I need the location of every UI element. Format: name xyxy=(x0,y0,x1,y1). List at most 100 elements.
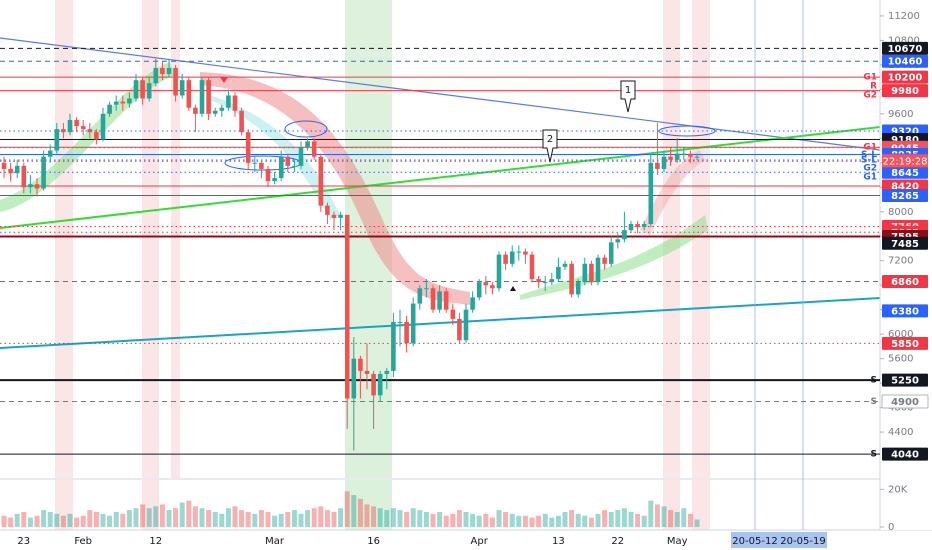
callout-label: 1 xyxy=(625,85,631,96)
candle-body xyxy=(8,168,13,174)
x-tick-label: May xyxy=(667,536,688,547)
volume-bar xyxy=(437,511,443,527)
ribbon xyxy=(520,215,708,300)
countdown-badge xyxy=(882,154,928,168)
level-tag: S xyxy=(871,397,877,407)
price-badge-label: 10200 xyxy=(888,73,923,84)
volume-bar xyxy=(311,508,317,527)
candle-body xyxy=(496,254,502,289)
trend-line xyxy=(0,126,881,229)
candle-body xyxy=(292,165,297,167)
price-badge xyxy=(881,394,929,409)
candle-body xyxy=(595,257,601,283)
volume-bar xyxy=(140,504,146,527)
volume-bar xyxy=(489,517,495,527)
volume-bar xyxy=(351,495,357,527)
candle-body xyxy=(120,101,126,104)
candle-body xyxy=(430,288,436,310)
candle-body xyxy=(226,95,231,108)
volume-bar xyxy=(569,510,575,527)
volume-bar xyxy=(212,511,218,527)
volume-bar xyxy=(681,508,687,527)
price-badge-label: 7485 xyxy=(891,239,919,250)
candle-body xyxy=(47,150,53,157)
candle-body xyxy=(318,156,324,206)
ribbon xyxy=(200,72,470,305)
volume-bar xyxy=(21,511,27,527)
price-badge-label: 10670 xyxy=(888,44,923,55)
volume-bar xyxy=(146,508,152,527)
volume-bar xyxy=(450,513,456,527)
volume-bar xyxy=(668,510,674,527)
candle-body xyxy=(457,318,462,341)
price-badge xyxy=(882,54,928,68)
candle-body xyxy=(199,80,205,114)
candle-body xyxy=(443,291,449,310)
red-band xyxy=(171,0,180,478)
price-badge xyxy=(882,189,928,203)
candle-body xyxy=(179,80,185,96)
volume-bar xyxy=(258,510,264,527)
volume-bar xyxy=(588,517,594,527)
volume-bar xyxy=(291,510,297,527)
candle-body xyxy=(542,282,548,284)
candle-body xyxy=(608,242,614,264)
volume-bar xyxy=(423,511,429,527)
level-tag: S xyxy=(871,450,877,460)
volume-bar xyxy=(120,513,126,527)
volume-bar xyxy=(635,513,641,527)
candle-body xyxy=(153,67,159,84)
volume-bar xyxy=(516,515,522,527)
date-marker-box xyxy=(731,532,779,548)
price-badge xyxy=(882,84,928,98)
volume-bar xyxy=(67,513,73,527)
trend-line xyxy=(0,297,881,349)
candle-body xyxy=(219,107,225,111)
level-tag: G1 xyxy=(863,172,877,182)
volume-bar xyxy=(60,515,66,527)
candle-body xyxy=(344,214,350,399)
y-tick-label: 4400 xyxy=(888,427,913,438)
candle-body xyxy=(166,67,172,75)
volume-bar xyxy=(687,513,693,527)
date-marker-label: 20-05-12 xyxy=(732,536,777,547)
candle-body xyxy=(193,107,198,114)
candle-body xyxy=(404,321,409,344)
volume-bar xyxy=(483,513,489,527)
volume-bar xyxy=(27,517,33,527)
red-band xyxy=(55,480,73,530)
volume-bar xyxy=(595,513,601,527)
y-tick-label: 9600 xyxy=(888,109,913,120)
volume-bar xyxy=(384,510,390,527)
candle-body xyxy=(509,251,515,264)
candle-body xyxy=(377,373,383,396)
candle-body xyxy=(338,214,343,218)
volume-bar xyxy=(100,513,106,527)
volume-bar xyxy=(344,491,350,527)
price-badge xyxy=(882,304,928,318)
volume-bar xyxy=(265,511,271,527)
price-badge-label: 4040 xyxy=(891,450,919,461)
price-badge-label: 4900 xyxy=(891,397,919,408)
candle-body xyxy=(424,288,429,290)
candle-body xyxy=(298,147,304,166)
level-tag: G2 xyxy=(863,163,877,173)
candle-body xyxy=(331,214,337,218)
candle-body xyxy=(100,113,106,140)
candle-body xyxy=(94,132,99,140)
volume-bar xyxy=(107,515,113,527)
volume-bar xyxy=(443,515,449,527)
volume-bar xyxy=(298,513,304,527)
volume-bar xyxy=(166,510,172,527)
level-tag: S-L xyxy=(861,150,877,160)
candle-body xyxy=(206,80,211,114)
candle-body xyxy=(516,251,522,253)
volume-bar xyxy=(159,504,165,527)
price-badge xyxy=(882,447,928,461)
x-tick-label: Feb xyxy=(74,536,92,547)
candle-body xyxy=(140,80,145,99)
candle-body xyxy=(371,373,376,396)
candle-body xyxy=(641,224,647,228)
candle-body xyxy=(417,288,423,304)
